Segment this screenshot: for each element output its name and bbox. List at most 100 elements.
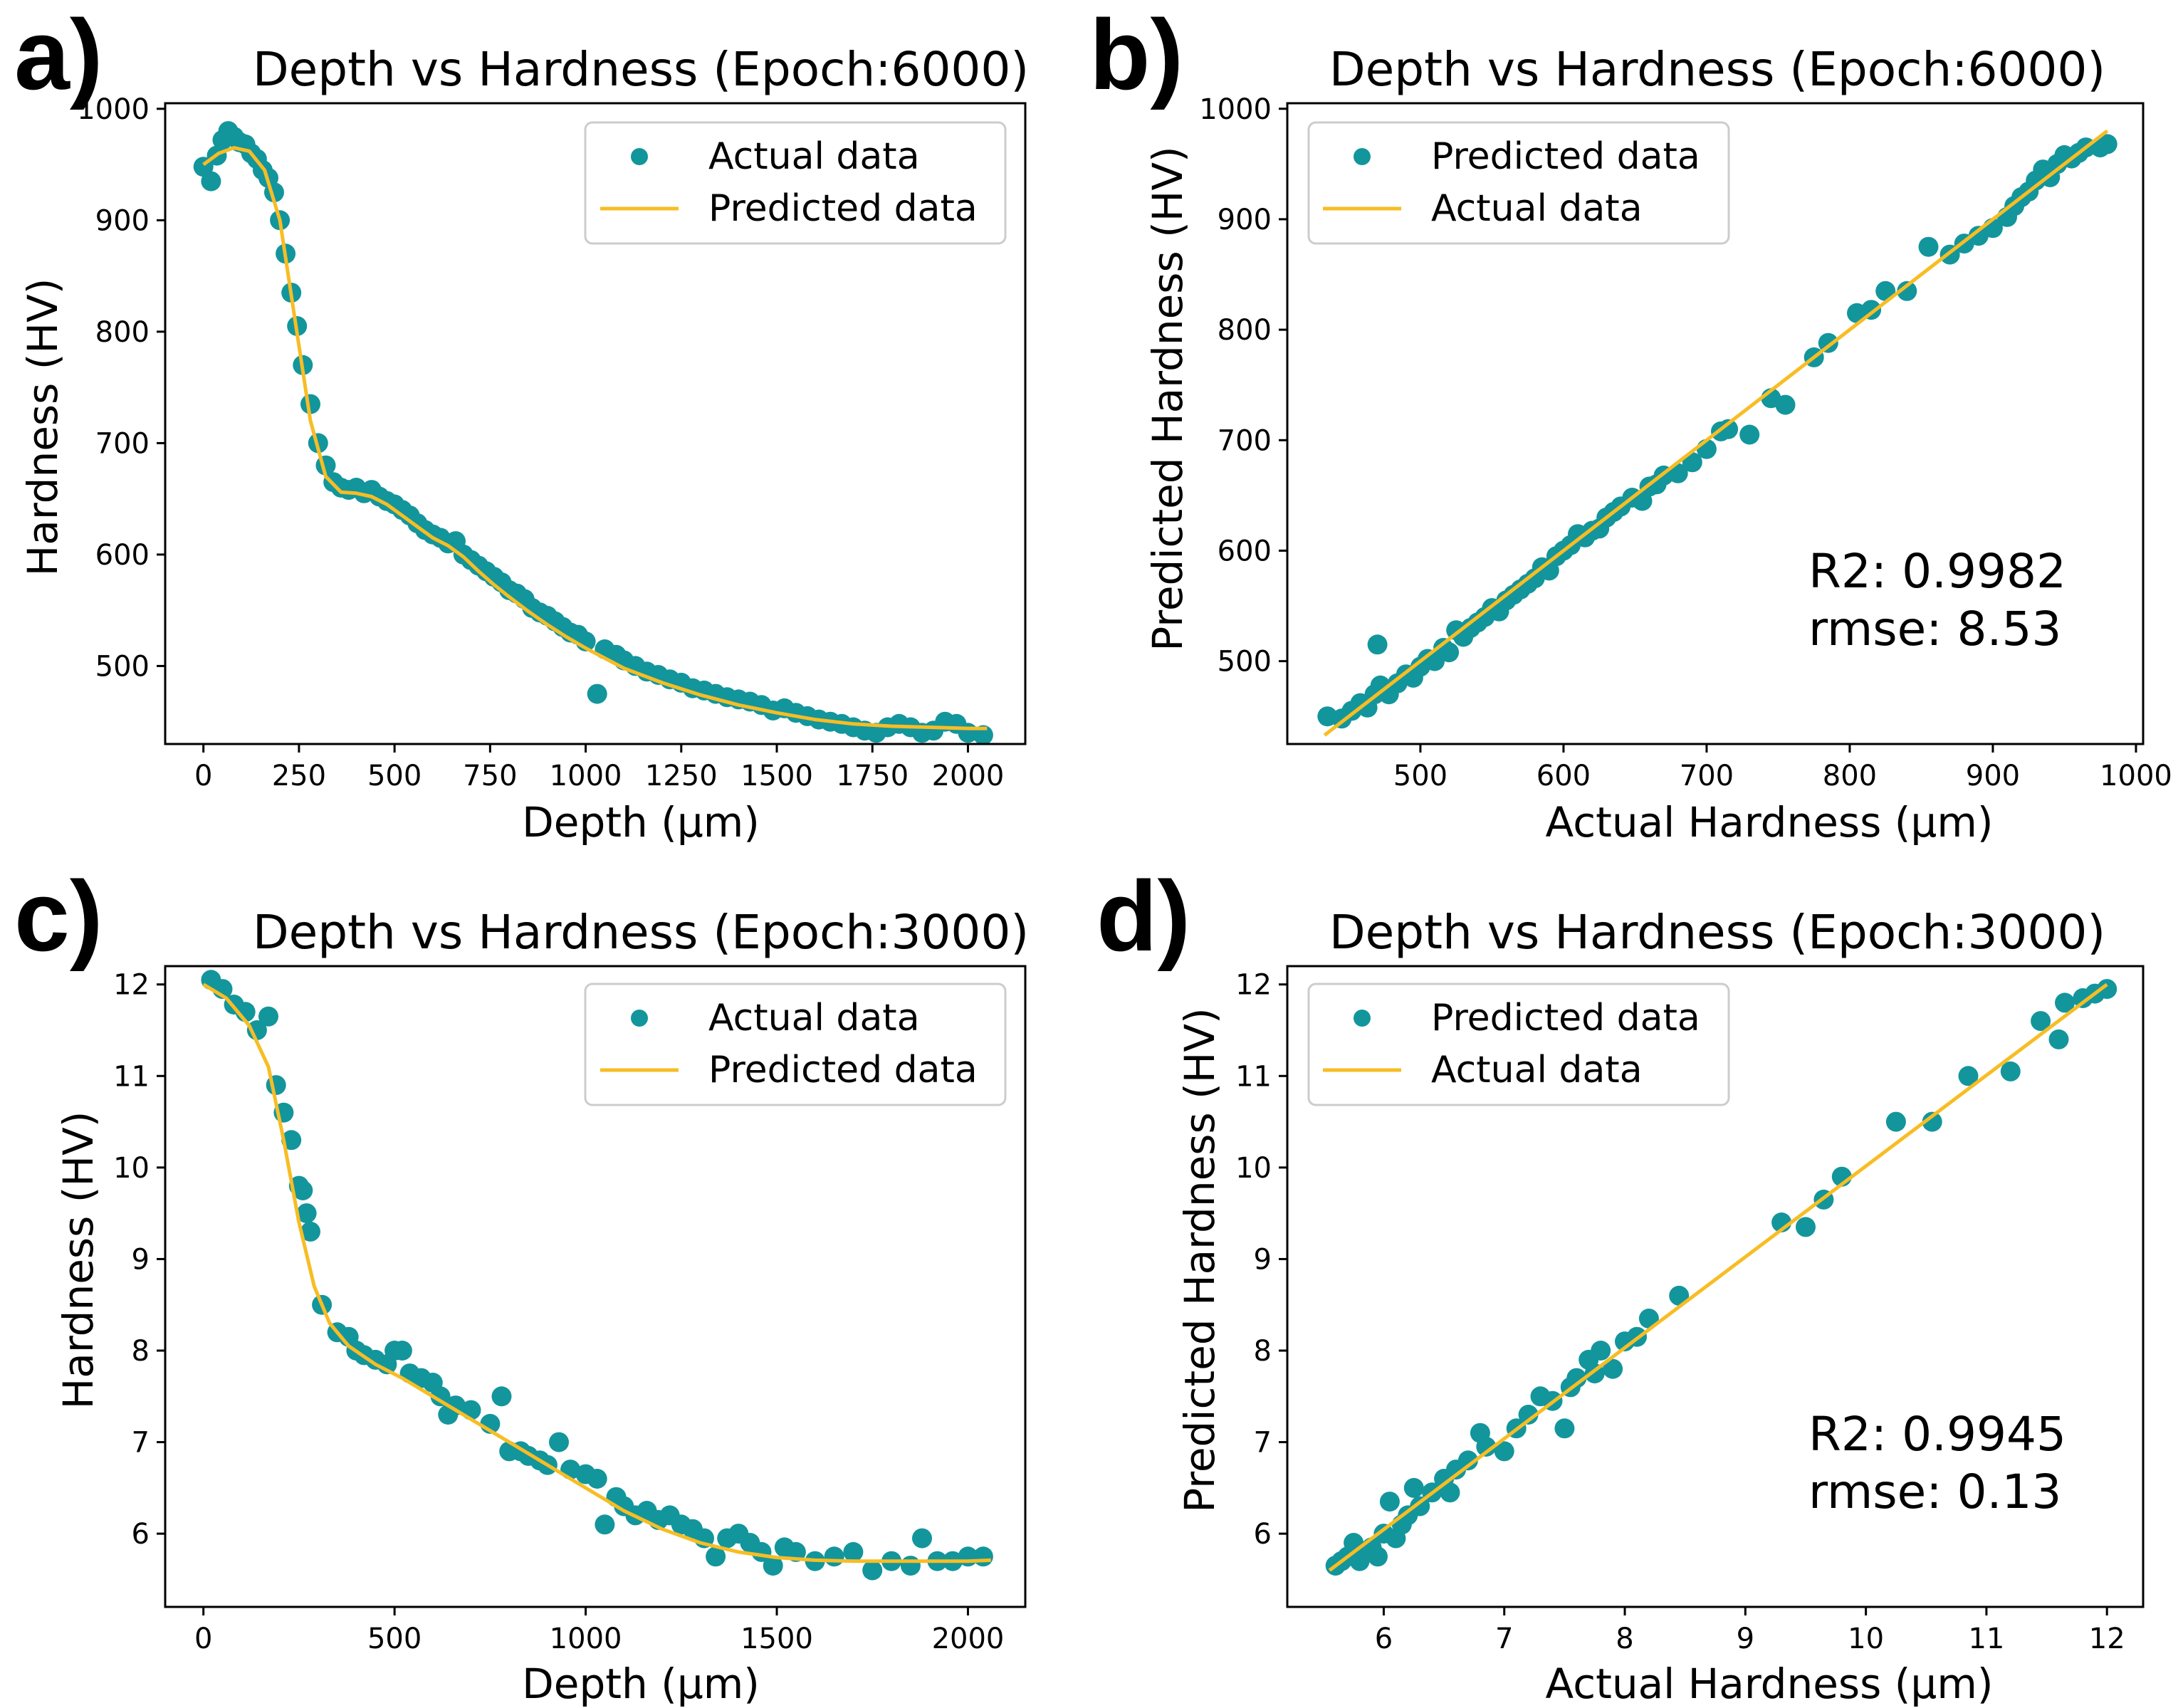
data-point-a bbox=[587, 683, 607, 704]
panel-a: a) Depth vs Hardness (Epoch:6000) 0 250 50… bbox=[14, 0, 1029, 847]
data-point-c bbox=[824, 1546, 844, 1567]
legend-c: Actual data Predicted data bbox=[584, 983, 1007, 1106]
data-point-b bbox=[2097, 134, 2117, 154]
x-tick-label-b: 500 bbox=[1393, 760, 1448, 792]
data-point-c bbox=[549, 1432, 569, 1452]
x-axis-label-d: Actual Hardness (μm) bbox=[1546, 1660, 1994, 1708]
y-tick-label-b: 1000 bbox=[1199, 93, 1272, 126]
y-axis-label-d: Predicted Hardness (HV) bbox=[1176, 1007, 1224, 1512]
legend-a: Actual data Predicted data bbox=[584, 121, 1007, 245]
data-point-d bbox=[2097, 979, 2117, 1000]
data-point-d bbox=[1403, 1477, 1424, 1498]
legend-label-predicted-b: Predicted data bbox=[1431, 135, 1700, 178]
y-tick-label-b: 900 bbox=[1218, 204, 1272, 236]
panel-title-d: Depth vs Hardness (Epoch:3000) bbox=[1329, 905, 2105, 960]
x-tick-label-d: 11 bbox=[1968, 1623, 2004, 1655]
data-point-b bbox=[1367, 634, 1388, 655]
y-tick-label-d: 12 bbox=[1235, 969, 1272, 1002]
legend-frame-d bbox=[1307, 983, 1730, 1106]
legend-frame-b bbox=[1307, 121, 1730, 245]
rmse-annotation-b: rmse: 8.53 bbox=[1808, 602, 2061, 656]
data-point-d bbox=[1410, 1496, 1430, 1516]
rmse-annotation-d: rmse: 0.13 bbox=[1808, 1465, 2061, 1519]
data-point-d bbox=[2055, 992, 2075, 1013]
plot-area-d: 6 7 8 9 10 11 12 6 7 8 9 10 11 12 bbox=[1235, 965, 2145, 1655]
y-tick-label-b: 800 bbox=[1218, 314, 1272, 347]
data-point-b bbox=[1718, 419, 1739, 439]
data-point-d bbox=[1796, 1217, 1816, 1237]
x-tick-label-a: 1250 bbox=[645, 760, 718, 792]
data-point-d bbox=[1922, 1111, 1942, 1132]
panel-c: c) Depth vs Hardness (Epoch:3000) 0 500 10… bbox=[14, 860, 1029, 1708]
x-tick-label-a: 2000 bbox=[932, 760, 1005, 792]
x-tick-label-d: 10 bbox=[1848, 1623, 1884, 1655]
data-point-b bbox=[1897, 281, 1917, 301]
data-point-c bbox=[912, 1528, 932, 1549]
data-point-c bbox=[300, 1221, 320, 1242]
data-point-d bbox=[1457, 1450, 1478, 1471]
data-point-a bbox=[201, 171, 221, 192]
panel-letter-b: b) bbox=[1089, 0, 1183, 110]
legend-label-predicted-d: Predicted data bbox=[1431, 997, 1700, 1039]
data-point-d bbox=[1958, 1066, 1979, 1086]
data-point-c bbox=[430, 1386, 451, 1407]
data-point-d bbox=[1603, 1358, 1623, 1379]
y-tick-label-b: 700 bbox=[1218, 424, 1272, 457]
legend-b: Predicted data Actual data bbox=[1307, 121, 1730, 245]
y-tick-label-c: 8 bbox=[132, 1335, 150, 1368]
data-point-d bbox=[1379, 1492, 1400, 1512]
y-tick-label-d: 7 bbox=[1254, 1427, 1272, 1460]
x-axis-label-c: Depth (μm) bbox=[522, 1660, 760, 1708]
data-point-d bbox=[1518, 1405, 1539, 1425]
data-point-d bbox=[1591, 1341, 1611, 1361]
y-tick-label-a: 900 bbox=[95, 204, 150, 237]
x-axis-label-a: Depth (μm) bbox=[522, 798, 760, 847]
series-line-c bbox=[202, 983, 991, 1563]
r2-annotation-b: R2: 0.9982 bbox=[1808, 544, 2066, 599]
y-tick-label-d: 6 bbox=[1254, 1518, 1272, 1551]
data-point-c bbox=[862, 1560, 883, 1581]
series-line-d bbox=[1328, 983, 2108, 1572]
legend-frame-a bbox=[584, 121, 1007, 245]
axes-frame-c bbox=[164, 965, 1027, 1608]
panel-title-b: Depth vs Hardness (Epoch:6000) bbox=[1329, 42, 2105, 97]
y-tick-label-c: 11 bbox=[113, 1060, 150, 1093]
data-point-c bbox=[595, 1514, 615, 1535]
data-point-c bbox=[843, 1541, 864, 1562]
plot-area-b: 500 600 700 800 900 1000 500 600 700 800 900 1000 bbox=[1199, 93, 2172, 792]
y-tick-label-a: 1000 bbox=[77, 93, 150, 126]
legend-d: Predicted data Actual data bbox=[1307, 983, 1730, 1106]
y-tick-label-d: 8 bbox=[1254, 1335, 1272, 1368]
legend-marker-actual-a bbox=[631, 148, 648, 165]
x-tick-label-d: 7 bbox=[1495, 1623, 1513, 1655]
y-tick-label-c: 6 bbox=[132, 1518, 150, 1551]
data-point-d bbox=[1638, 1309, 1659, 1329]
data-point-d bbox=[1368, 1546, 1388, 1567]
legend-label-predicted-a: Predicted data bbox=[708, 187, 978, 230]
x-tick-label-b: 700 bbox=[1680, 760, 1734, 792]
y-axis-label-a: Hardness (HV) bbox=[19, 278, 67, 577]
panel-d: d) Depth vs Hardness (Epoch:3000) 6 7 8 9 10… bbox=[1096, 860, 2145, 1708]
data-point-b bbox=[1439, 642, 1460, 663]
y-tick-label-b: 500 bbox=[1218, 646, 1272, 679]
x-tick-label-c: 1500 bbox=[740, 1623, 813, 1655]
legend-label-actual-d: Actual data bbox=[1431, 1049, 1643, 1091]
data-point-d bbox=[1885, 1111, 1906, 1132]
plot-area-a: 0 250 500 750 1000 1250 1500 1750 2000 500 600 700 8… bbox=[77, 93, 1027, 792]
x-tick-label-d: 8 bbox=[1616, 1623, 1633, 1655]
panel-b: b) Depth vs Hardness (Epoch:6000) 500 600… bbox=[1089, 0, 2172, 847]
data-point-d bbox=[1554, 1418, 1575, 1439]
y-tick-label-a: 700 bbox=[95, 427, 150, 460]
y-tick-label-c: 7 bbox=[132, 1427, 150, 1460]
panel-letter-c: c) bbox=[14, 860, 103, 972]
data-point-d bbox=[1494, 1441, 1514, 1462]
plot-area-c: 0 500 1000 1500 2000 6 7 8 9 10 11 12 bbox=[113, 965, 1027, 1655]
x-tick-label-d: 6 bbox=[1375, 1623, 1393, 1655]
data-point-c bbox=[258, 1006, 278, 1027]
panel-letter-d: d) bbox=[1096, 860, 1190, 972]
x-tick-label-b: 900 bbox=[1966, 760, 2020, 792]
data-point-d bbox=[2000, 1061, 2021, 1081]
x-tick-label-a: 0 bbox=[194, 760, 212, 792]
